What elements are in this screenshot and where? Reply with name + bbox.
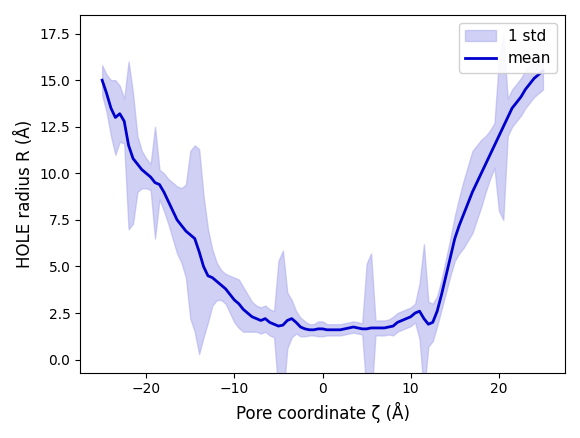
Line: mean: mean [102, 71, 543, 330]
mean [209, 275, 216, 280]
Legend: 1 std, mean: 1 std, mean [459, 23, 557, 73]
Y-axis label: HOLE radius R (Å): HOLE radius R (Å) [15, 120, 34, 268]
mean [434, 308, 441, 314]
mean [302, 326, 309, 332]
mean [129, 156, 136, 161]
mean [412, 311, 419, 316]
mean [306, 327, 313, 332]
mean [539, 68, 546, 74]
mean [368, 325, 375, 331]
X-axis label: Pore coordinate ζ (Å): Pore coordinate ζ (Å) [235, 402, 409, 423]
mean [99, 78, 106, 83]
